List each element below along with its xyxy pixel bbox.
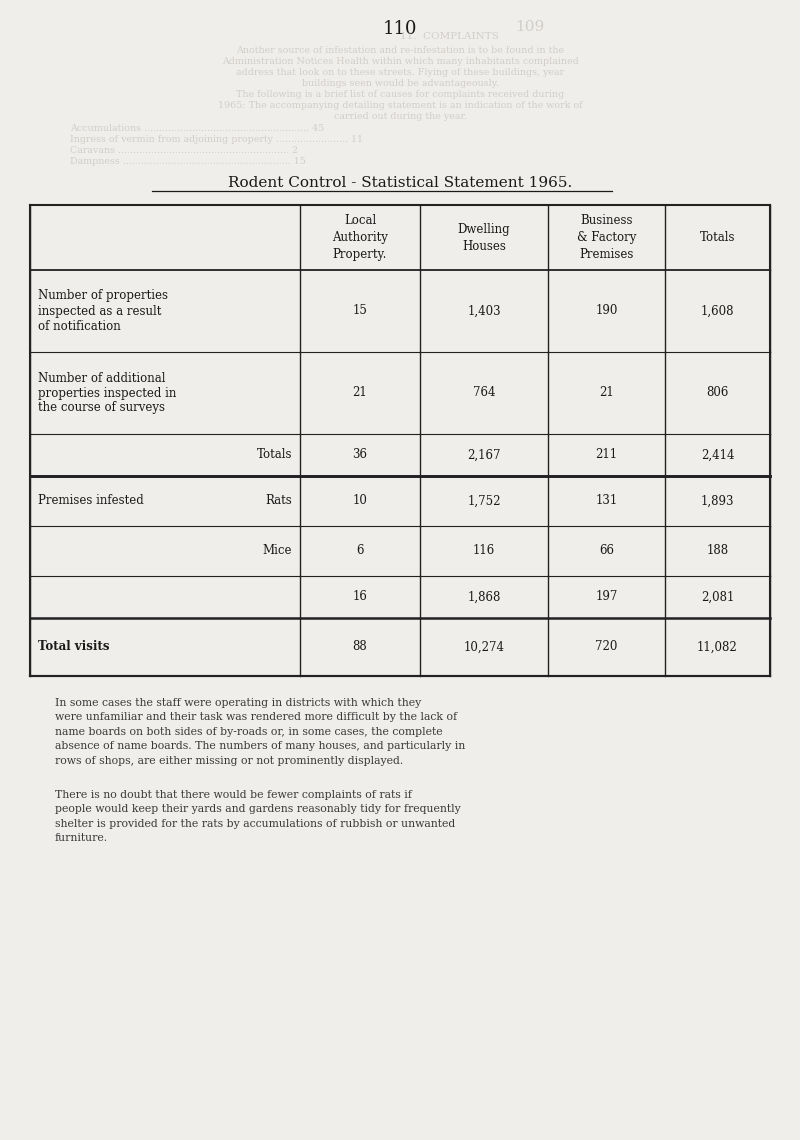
Text: buildings seen would be advantageously.: buildings seen would be advantageously.	[302, 79, 498, 88]
Text: 1,403: 1,403	[467, 304, 501, 318]
Text: Dwelling
Houses: Dwelling Houses	[458, 222, 510, 252]
Text: Administration Notices Health within which many inhabitants complained: Administration Notices Health within whi…	[222, 57, 578, 66]
Text: In some cases the staff were operating in districts with which they
were unfamil: In some cases the staff were operating i…	[55, 698, 466, 766]
Text: 109: 109	[515, 21, 545, 34]
Text: 36: 36	[353, 448, 367, 462]
Text: Number of additional
properties inspected in
the course of surveys: Number of additional properties inspecte…	[38, 372, 176, 415]
Text: Dampness ........................................................ 15: Dampness ...............................…	[70, 157, 306, 166]
Text: 88: 88	[353, 641, 367, 653]
Text: 2,081: 2,081	[701, 591, 734, 603]
Text: 131: 131	[595, 495, 618, 507]
Text: 188: 188	[706, 545, 729, 557]
Text: Business
& Factory
Premises: Business & Factory Premises	[577, 214, 636, 261]
Text: 66: 66	[599, 545, 614, 557]
Text: There is no doubt that there would be fewer complaints of rats if
people would k: There is no doubt that there would be fe…	[55, 790, 461, 844]
Text: 10: 10	[353, 495, 367, 507]
Text: The following is a brief list of causes for complaints received during: The following is a brief list of causes …	[236, 90, 564, 99]
Text: Number of properties
inspected as a result
of notification: Number of properties inspected as a resu…	[38, 290, 168, 333]
Text: 2,167: 2,167	[467, 448, 501, 462]
Text: Premises infested: Premises infested	[38, 495, 144, 507]
Text: 10,274: 10,274	[463, 641, 505, 653]
Text: 1,608: 1,608	[701, 304, 734, 318]
Text: 21: 21	[353, 386, 367, 399]
Text: 211: 211	[595, 448, 618, 462]
Text: 1965: The accompanying detailing statement is an indication of the work of: 1965: The accompanying detailing stateme…	[218, 101, 582, 109]
Text: 190: 190	[595, 304, 618, 318]
Text: Another source of infestation and re-infestation is to be found in the: Another source of infestation and re-inf…	[236, 46, 564, 55]
Text: 2,414: 2,414	[701, 448, 734, 462]
Text: 21: 21	[599, 386, 614, 399]
Text: 1,893: 1,893	[701, 495, 734, 507]
Text: Totals: Totals	[257, 448, 292, 462]
Text: 764: 764	[473, 386, 495, 399]
Text: 116: 116	[473, 545, 495, 557]
Text: 16: 16	[353, 591, 367, 603]
Text: 11.  COMPLAINTS: 11. COMPLAINTS	[400, 32, 499, 41]
Text: 197: 197	[595, 591, 618, 603]
Text: Totals: Totals	[700, 231, 735, 244]
Text: 6: 6	[356, 545, 364, 557]
Text: Ingress of vermin from adjoining property ........................ 11: Ingress of vermin from adjoining propert…	[70, 135, 363, 144]
Text: Rodent Control - Statistical Statement 1965.: Rodent Control - Statistical Statement 1…	[228, 176, 572, 190]
Text: carried out during the year.: carried out during the year.	[334, 112, 466, 121]
Text: 1,752: 1,752	[467, 495, 501, 507]
Text: address that look on to these streets. Flying of these buildings, year: address that look on to these streets. F…	[236, 68, 564, 78]
Text: Mice: Mice	[262, 545, 292, 557]
Text: Accumulations ....................................................... 45: Accumulations ..........................…	[70, 124, 324, 133]
Text: 806: 806	[706, 386, 729, 399]
Text: Caravans ......................................................... 2: Caravans ...............................…	[70, 146, 298, 155]
Text: 15: 15	[353, 304, 367, 318]
Text: 110: 110	[382, 21, 418, 38]
Text: Total visits: Total visits	[38, 641, 110, 653]
Text: Local
Authority
Property.: Local Authority Property.	[332, 214, 388, 261]
Text: 1,868: 1,868	[467, 591, 501, 603]
Text: Rats: Rats	[266, 495, 292, 507]
Text: 11,082: 11,082	[697, 641, 738, 653]
Text: 720: 720	[595, 641, 618, 653]
